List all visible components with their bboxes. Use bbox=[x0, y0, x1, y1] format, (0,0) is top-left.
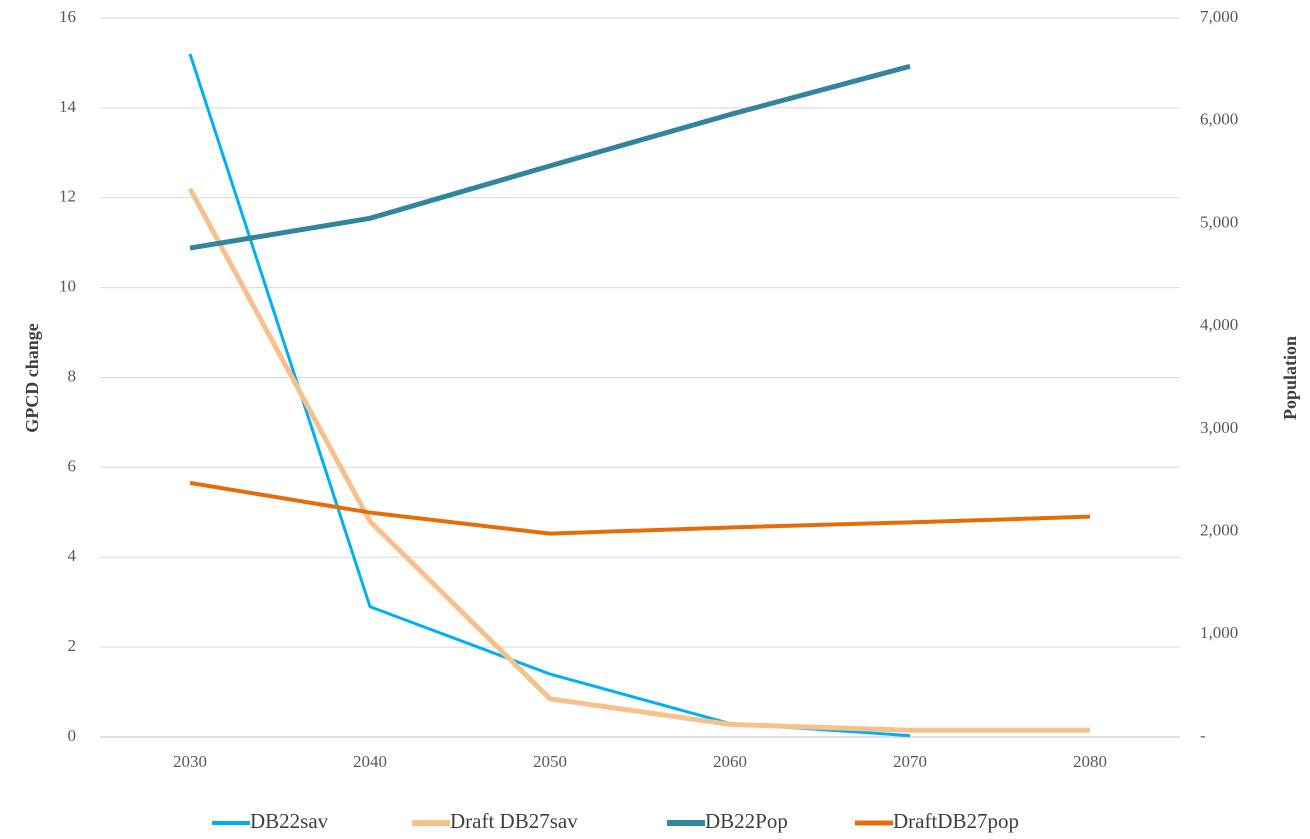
y-tick-label: 14 bbox=[59, 97, 77, 116]
legend-label: DB22Pop bbox=[705, 809, 788, 833]
legend-label: DB22sav bbox=[250, 809, 329, 833]
x-tick-label: 2060 bbox=[713, 752, 747, 771]
y-tick-label: 2 bbox=[68, 636, 77, 655]
y2-tick-label: 7,000 bbox=[1200, 7, 1238, 26]
y-tick-label: 12 bbox=[59, 187, 76, 206]
x-tick-label: 2050 bbox=[533, 752, 567, 771]
x-tick-label: 2080 bbox=[1073, 752, 1107, 771]
y2-tick-label: - bbox=[1200, 726, 1206, 745]
legend-label: DraftDB27pop bbox=[893, 809, 1019, 833]
y2-tick-label: 3,000 bbox=[1200, 418, 1238, 437]
y2-tick-label: 2,000 bbox=[1200, 520, 1238, 539]
x-tick-label: 2030 bbox=[173, 752, 207, 771]
y2-tick-label: 1,000 bbox=[1200, 623, 1238, 642]
y-axis-title: GPCD change bbox=[22, 323, 42, 433]
y-tick-label: 6 bbox=[68, 456, 77, 475]
series-line bbox=[187, 187, 1090, 733]
y-tick-label: 8 bbox=[68, 366, 77, 385]
y2-tick-label: 5,000 bbox=[1200, 212, 1238, 231]
y-tick-label: 0 bbox=[68, 726, 77, 745]
series-line bbox=[189, 63, 911, 251]
x-tick-label: 2070 bbox=[893, 752, 927, 771]
series-line bbox=[189, 480, 1091, 536]
y-tick-label: 10 bbox=[59, 277, 76, 296]
y2-tick-label: 4,000 bbox=[1200, 315, 1238, 334]
y-tick-label: 4 bbox=[68, 546, 77, 565]
y2-tick-label: 6,000 bbox=[1200, 110, 1238, 129]
legend-label: Draft DB27sav bbox=[450, 809, 578, 833]
x-tick-label: 2040 bbox=[353, 752, 387, 771]
y2-axis-title: Population bbox=[1280, 336, 1300, 420]
y-tick-label: 16 bbox=[59, 7, 76, 26]
series-line bbox=[188, 53, 911, 738]
